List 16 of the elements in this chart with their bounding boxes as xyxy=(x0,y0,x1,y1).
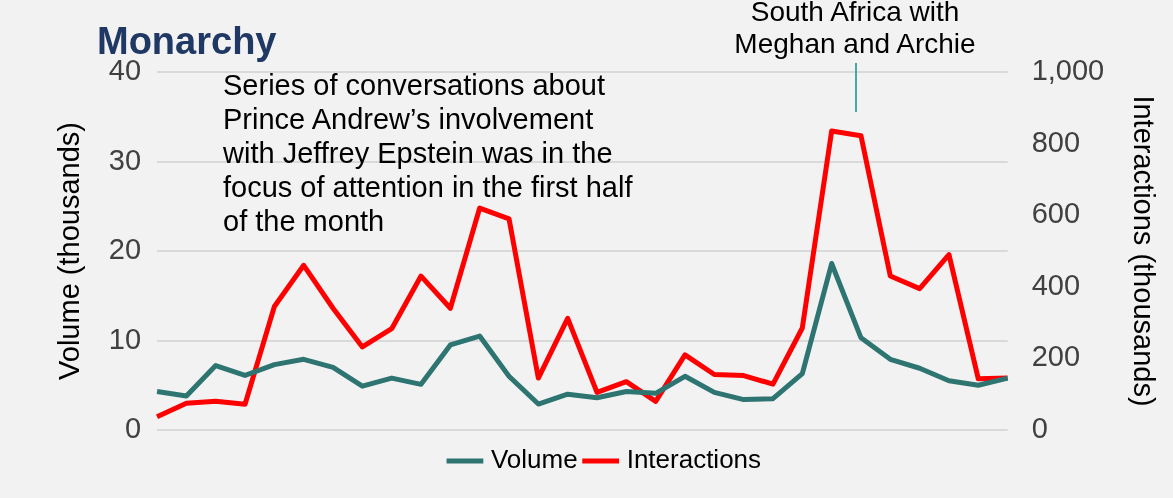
annotation: Series of conversations about Prince Andrew’s involvement with Jeffrey Epstein was in the focus of attention in the first half of the month xyxy=(223,68,634,238)
y-axis-title: Volume (thousands) xyxy=(53,122,86,380)
y2-tick-label: 1,000 xyxy=(1031,54,1105,86)
y2-tick-label: 200 xyxy=(1031,340,1081,373)
y2-tick-label: 0 xyxy=(1031,412,1048,444)
text: South Africa with Meghan and Archie xyxy=(733,0,977,60)
y-tick-label: 10 xyxy=(108,322,142,355)
y2-tick-label: 400 xyxy=(1031,268,1081,301)
y2-tick-label: 600 xyxy=(1031,197,1081,230)
legend-label: Interactions xyxy=(626,444,762,475)
y-tick-label: 30 xyxy=(108,143,142,176)
y2-axis-title: Interactions (thousands) xyxy=(1127,95,1160,407)
legend-label: Volume xyxy=(490,444,578,475)
y-tick-label: 0 xyxy=(124,412,142,444)
y2-tick-label: 800 xyxy=(1031,125,1081,158)
y-tick-label: 20 xyxy=(108,233,142,265)
